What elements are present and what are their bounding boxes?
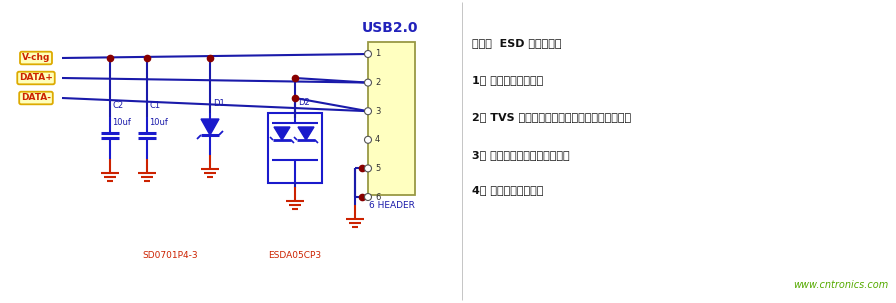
Circle shape bbox=[365, 194, 372, 201]
Polygon shape bbox=[274, 127, 290, 140]
Text: 4、 选择算位较小的。: 4、 选择算位较小的。 bbox=[472, 185, 543, 195]
Text: ESDA05CP3: ESDA05CP3 bbox=[269, 251, 322, 261]
Text: 2: 2 bbox=[375, 78, 380, 87]
Text: 3、 选择符合测试要求的功率；: 3、 选择符合测试要求的功率； bbox=[472, 150, 570, 160]
Text: 5: 5 bbox=[375, 164, 380, 173]
Text: DATA-: DATA- bbox=[21, 94, 51, 102]
Text: D1: D1 bbox=[213, 99, 225, 108]
Polygon shape bbox=[298, 127, 314, 140]
Text: C1: C1 bbox=[149, 101, 160, 110]
Text: 10uf: 10uf bbox=[112, 118, 131, 127]
Text: DATA+: DATA+ bbox=[19, 74, 53, 82]
Circle shape bbox=[365, 165, 372, 172]
Text: V-chg: V-chg bbox=[22, 54, 50, 62]
Circle shape bbox=[365, 108, 372, 115]
Text: 备注：  ESD 选型原则：: 备注： ESD 选型原则： bbox=[472, 38, 562, 48]
Text: USB2.0: USB2.0 bbox=[362, 21, 418, 35]
Circle shape bbox=[365, 51, 372, 58]
FancyBboxPatch shape bbox=[268, 113, 322, 183]
Text: 10uf: 10uf bbox=[149, 118, 168, 127]
Text: SD0701P4-3: SD0701P4-3 bbox=[142, 251, 198, 261]
Circle shape bbox=[365, 79, 372, 86]
Text: 6 HEADER: 6 HEADER bbox=[368, 201, 415, 209]
Text: C2: C2 bbox=[112, 101, 123, 110]
FancyBboxPatch shape bbox=[368, 42, 415, 195]
Text: 4: 4 bbox=[375, 135, 380, 144]
Text: www.cntronics.com: www.cntronics.com bbox=[793, 280, 888, 290]
Text: 1、 选择合适的封装；: 1、 选择合适的封装； bbox=[472, 75, 543, 85]
Text: 6: 6 bbox=[375, 192, 381, 201]
Text: 3: 3 bbox=[375, 107, 381, 116]
Text: D2: D2 bbox=[298, 98, 310, 107]
Text: 1: 1 bbox=[375, 49, 380, 58]
Polygon shape bbox=[201, 119, 219, 135]
Text: 2、 TVS 的击穿电压大于电路的最大工作电压；: 2、 TVS 的击穿电压大于电路的最大工作电压； bbox=[472, 112, 631, 122]
Circle shape bbox=[365, 136, 372, 143]
